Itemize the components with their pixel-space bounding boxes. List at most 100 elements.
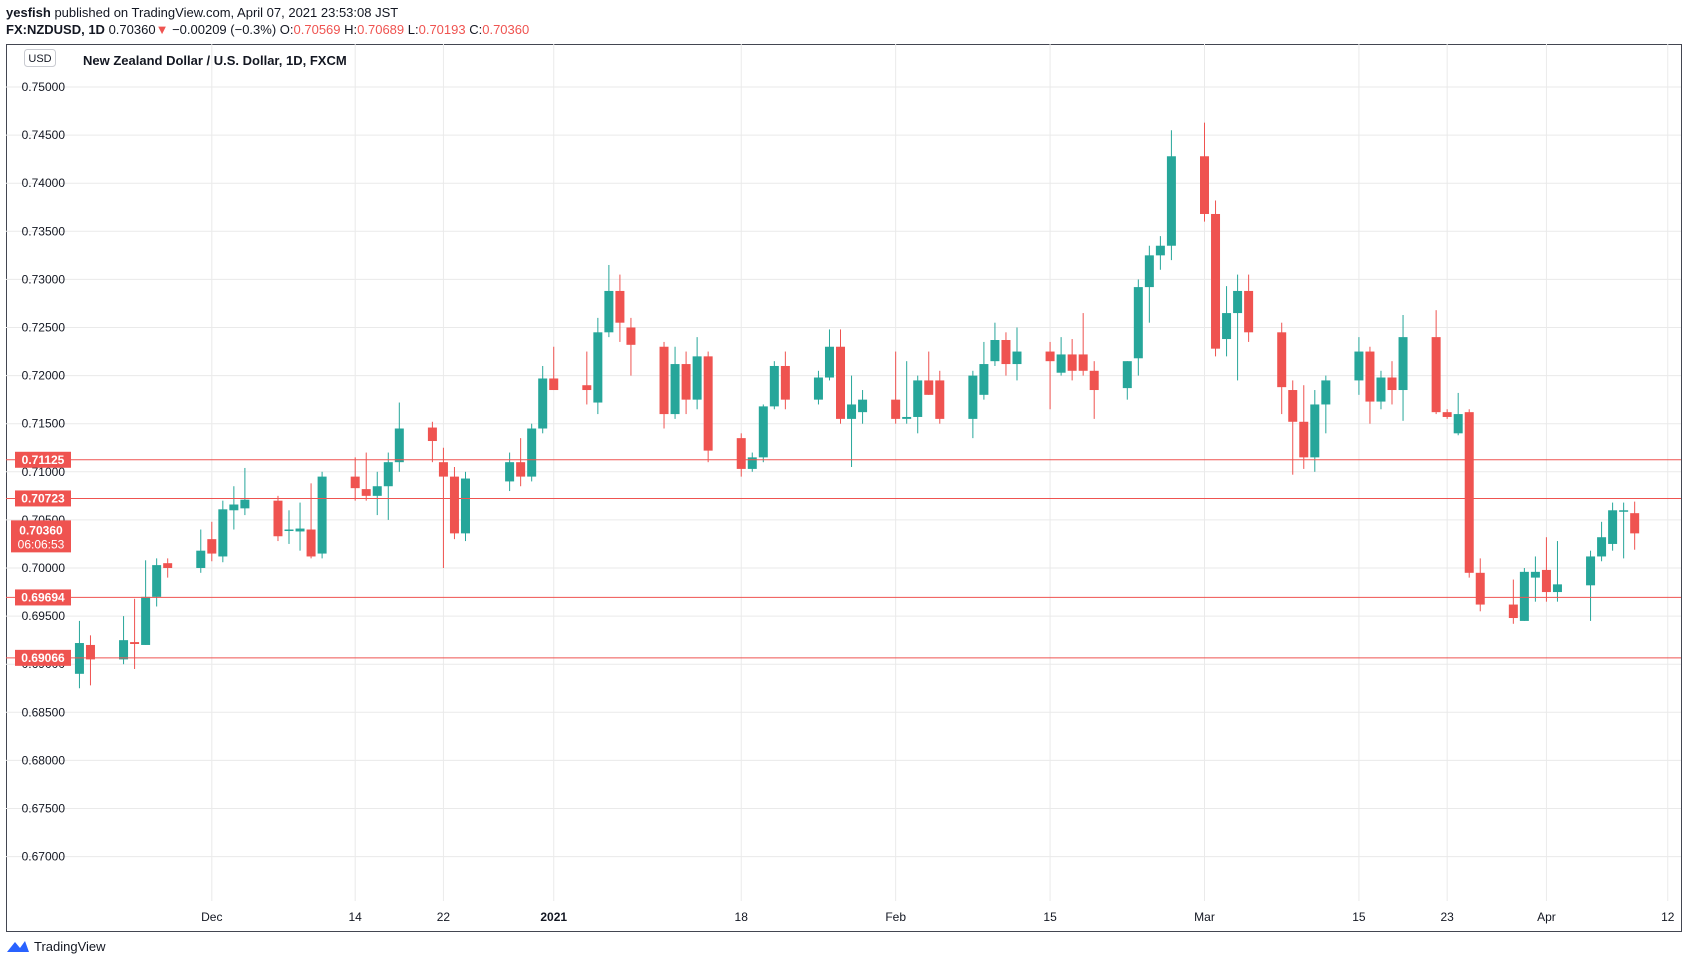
candle-down	[626, 327, 636, 345]
candle-down	[1508, 604, 1518, 619]
candle-down	[130, 642, 140, 644]
price-levels: 0.71125 0.70723 0.69694 0.69066 0.7036006:06…	[6, 451, 1681, 666]
tradingview-logo-icon	[7, 941, 29, 952]
last-price: 0.70360	[108, 22, 156, 37]
candle-up	[394, 428, 404, 463]
countdown-label: 06:06:53	[18, 537, 65, 551]
brand-label[interactable]: TradingView	[34, 938, 106, 954]
y-tick-label: 0.67500	[22, 802, 66, 816]
candle-up	[990, 340, 1000, 362]
close-label: C:	[469, 22, 483, 37]
y-tick-label: 0.74000	[22, 176, 66, 190]
candle-up	[1166, 156, 1176, 246]
candle-down	[427, 427, 437, 442]
x-tick-label: Apr	[1537, 910, 1556, 924]
candle-up	[1012, 351, 1022, 365]
candle-down	[1365, 351, 1375, 402]
candle-up	[1144, 255, 1154, 288]
y-tick-label: 0.73500	[22, 224, 66, 238]
x-tick-label: Feb	[885, 910, 906, 924]
chart-header: yesfish published on TradingView.com, Ap…	[6, 4, 1676, 38]
candle-down	[1464, 412, 1474, 573]
candle-down	[1541, 569, 1551, 593]
published-text: published on TradingView.com, April 07, …	[54, 5, 399, 20]
candle-down	[273, 500, 283, 537]
candle-up	[979, 364, 989, 395]
low-label: L:	[407, 22, 419, 37]
candle-down	[85, 644, 95, 660]
price-level-label: 0.70723	[21, 491, 65, 505]
candle-up	[460, 478, 470, 534]
x-axis: Dec1422202118Feb15Mar1523Apr1220	[201, 910, 1675, 924]
candle-up	[1354, 351, 1364, 381]
candle-up	[240, 499, 250, 509]
candle-up	[383, 462, 393, 487]
candle-up	[1155, 245, 1165, 256]
candle-up	[1608, 510, 1618, 544]
candle-down	[582, 385, 592, 391]
currency-label: USD	[28, 53, 51, 65]
candle-down	[924, 380, 934, 395]
open-label: O:	[279, 22, 294, 37]
high-label: H:	[344, 22, 358, 37]
y-tick-label: 0.74500	[22, 128, 66, 142]
price-level-label: 0.69694	[21, 590, 65, 604]
candle-down	[891, 399, 901, 419]
candles	[74, 122, 1640, 689]
candle-up	[74, 643, 84, 674]
candle-up	[692, 356, 702, 400]
candle-down	[207, 539, 217, 554]
publish-line: yesfish published on TradingView.com, Ap…	[6, 4, 1676, 21]
x-tick-label: 22	[437, 910, 451, 924]
change-value: −0.00209 (−0.3%)	[172, 22, 277, 37]
candle-down	[438, 462, 448, 477]
x-tick-label: Dec	[201, 910, 222, 924]
candle-up	[1597, 537, 1607, 557]
candle-down	[163, 563, 173, 568]
candle-down	[1442, 412, 1452, 417]
footer: TradingView	[6, 938, 106, 954]
candle-down	[449, 476, 459, 534]
price-level-label: 0.71125	[22, 453, 65, 467]
y-tick-label: 0.67000	[22, 850, 66, 864]
candle-up	[1222, 313, 1232, 340]
candle-up	[284, 529, 294, 532]
last-price-badge	[11, 520, 71, 553]
y-tick-label: 0.68500	[22, 705, 66, 719]
y-tick-label: 0.73000	[22, 272, 66, 286]
candle-down	[1200, 156, 1209, 214]
candle-up	[1398, 337, 1408, 391]
chart-frame	[6, 44, 1682, 932]
candle-up	[196, 550, 206, 568]
candle-up	[1122, 361, 1132, 389]
x-tick-label: 15	[1352, 910, 1366, 924]
y-tick-label: 0.69500	[22, 609, 66, 623]
candle-up	[604, 290, 614, 333]
candle-up	[229, 504, 239, 511]
candle-down	[1089, 370, 1099, 391]
candle-up	[847, 404, 857, 419]
candle-down	[659, 346, 669, 415]
candle-down	[780, 365, 790, 400]
candle-up	[1619, 510, 1629, 512]
candle-up	[295, 528, 305, 532]
candle-down	[1001, 340, 1011, 365]
open-value: 0.70569	[293, 22, 341, 37]
candle-down	[1475, 572, 1485, 605]
currency-badge: USD	[24, 49, 56, 67]
x-tick-label: 23	[1440, 910, 1454, 924]
candle-down	[1277, 332, 1287, 388]
x-tick-label: 12	[1661, 910, 1675, 924]
y-tick-label: 0.71000	[22, 465, 66, 479]
low-value: 0.70193	[418, 22, 466, 37]
candle-up	[1310, 404, 1320, 458]
candle-down	[836, 346, 846, 419]
x-tick-label: 2021	[540, 910, 567, 924]
price-level-badge	[15, 490, 71, 507]
author-name[interactable]: yesfish	[6, 5, 51, 20]
candle-up	[1056, 354, 1066, 373]
close-value: 0.70360	[482, 22, 530, 37]
candle-up	[141, 596, 151, 645]
candle-up	[968, 375, 978, 419]
